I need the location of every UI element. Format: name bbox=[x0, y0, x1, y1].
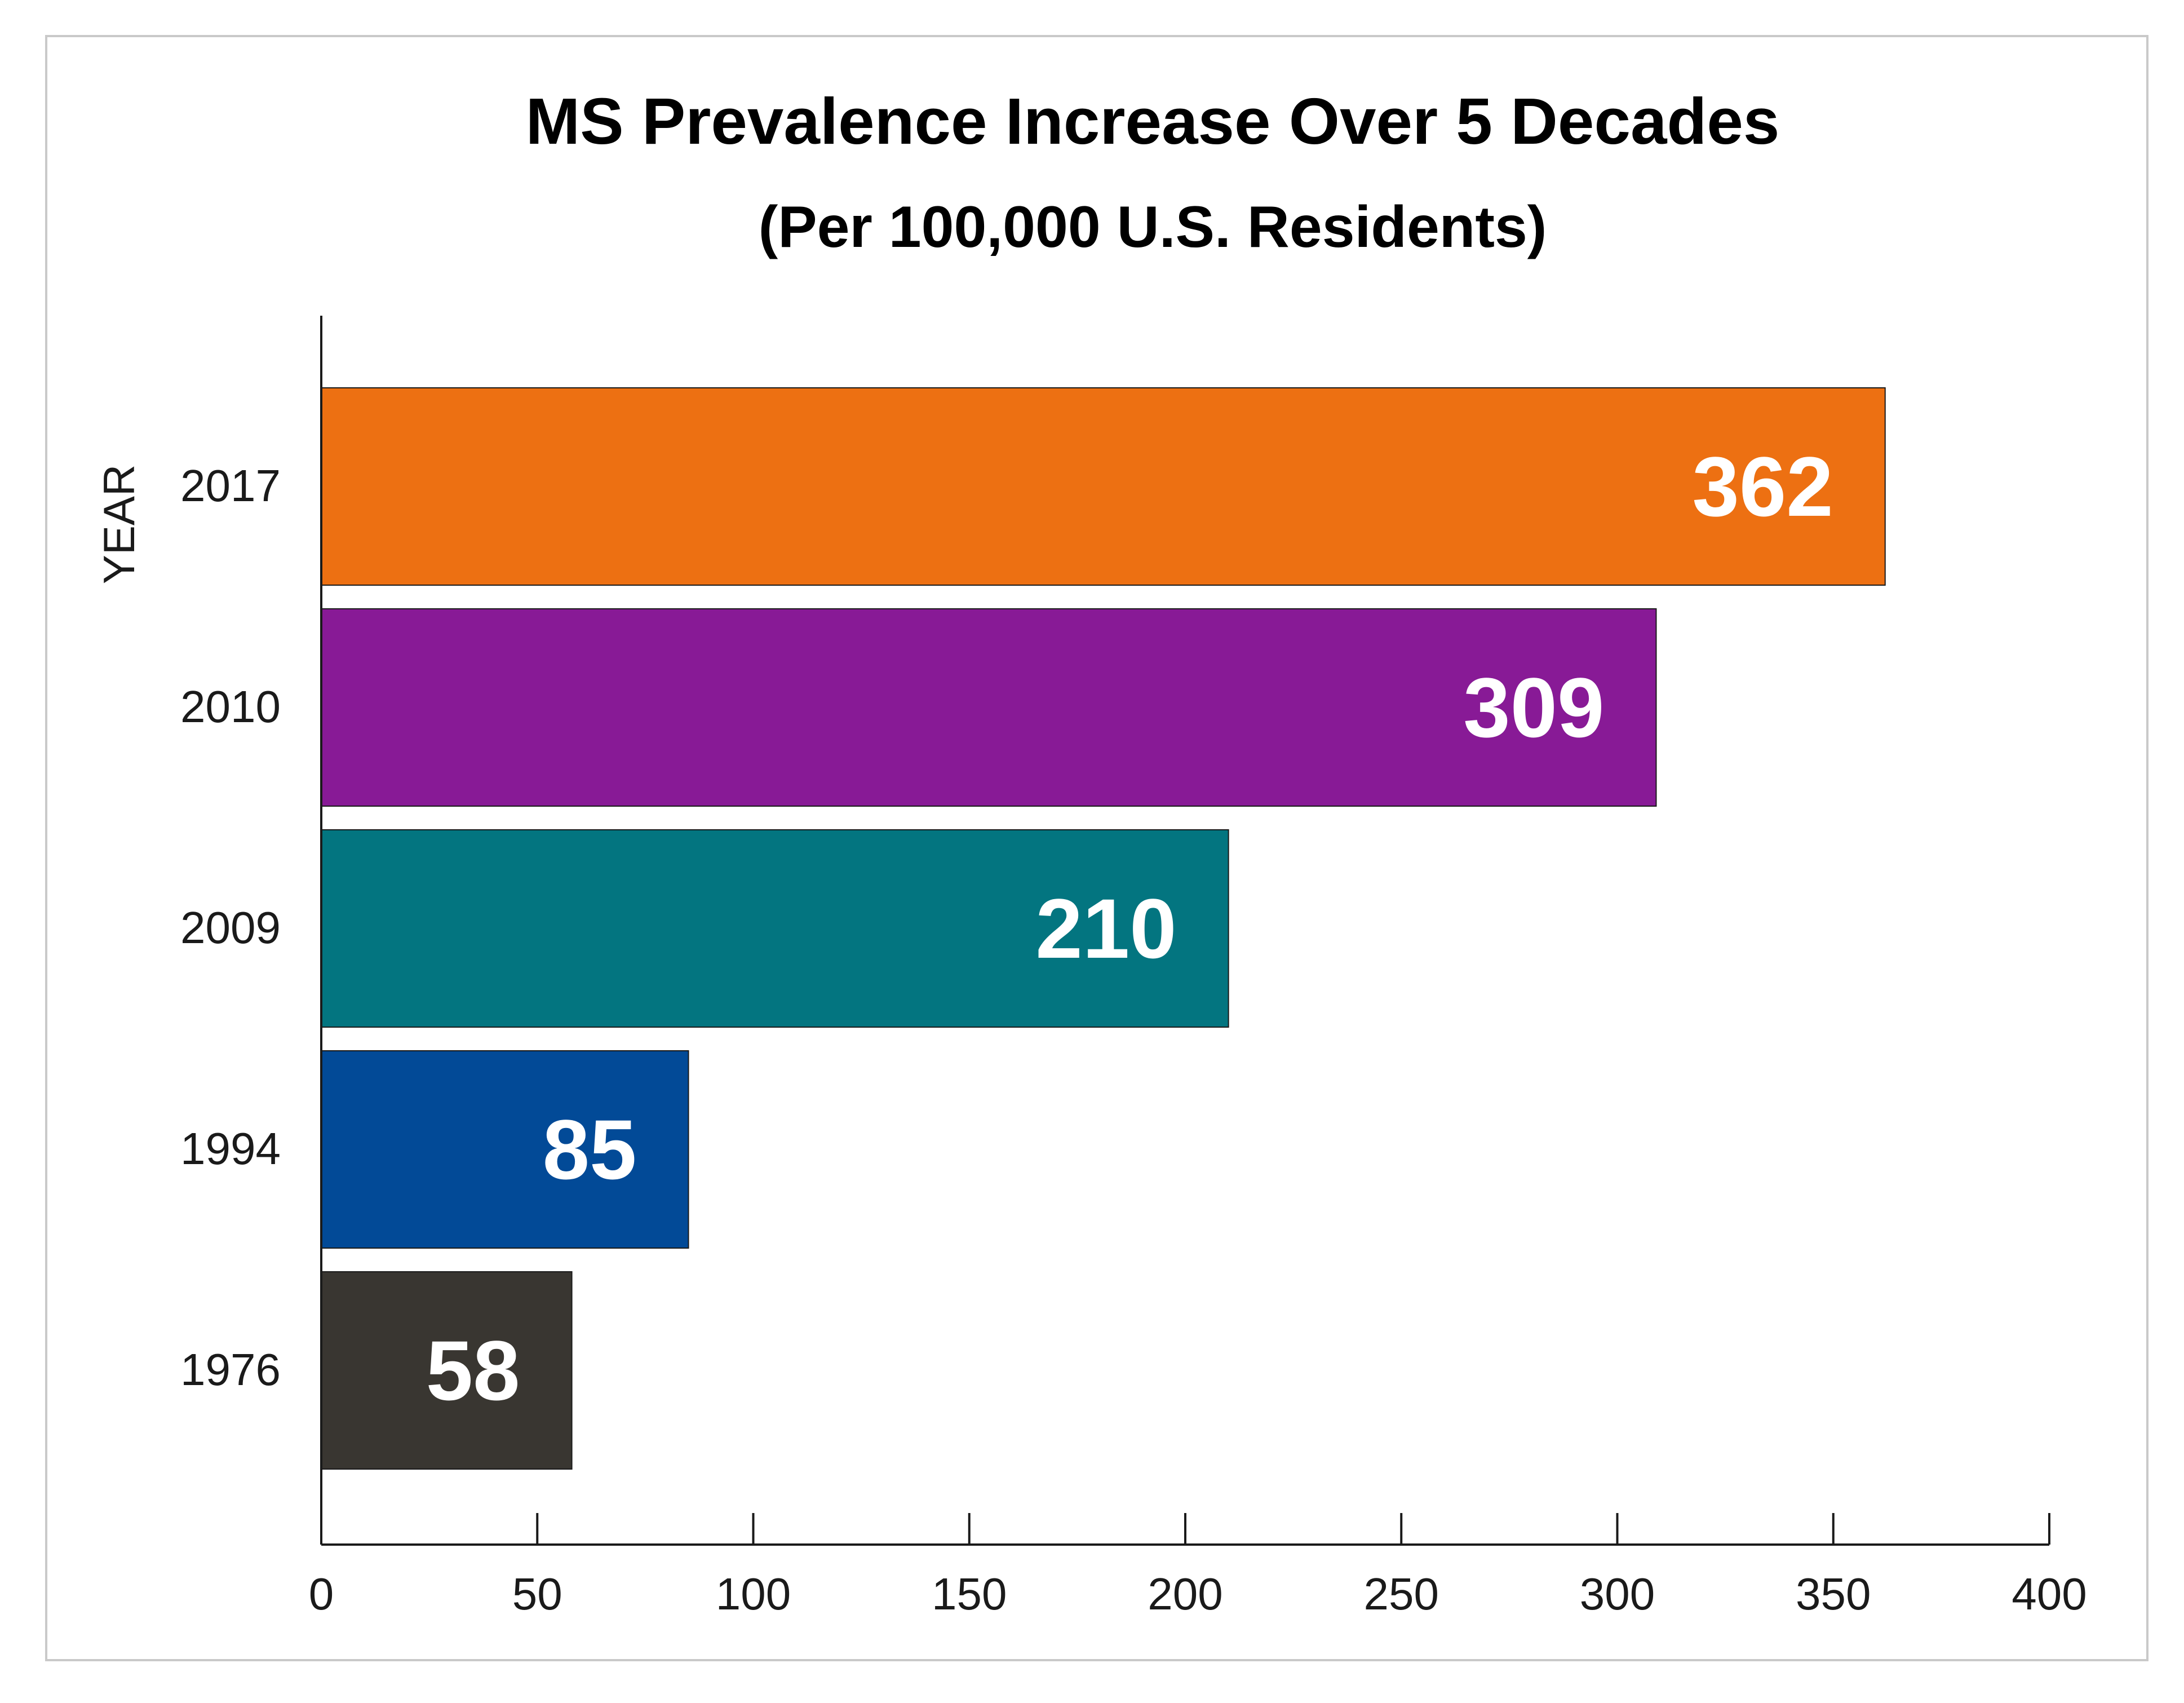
bar-1976 bbox=[321, 1271, 573, 1470]
bar-2010 bbox=[321, 608, 1657, 807]
y-axis-title: YEAR bbox=[94, 465, 144, 584]
x-tick-label: 200 bbox=[1148, 1569, 1222, 1619]
bar-value-label: 85 bbox=[543, 1102, 637, 1197]
bar-value-label: 210 bbox=[1035, 881, 1176, 976]
bar-value-label: 58 bbox=[426, 1323, 520, 1418]
bar-1994 bbox=[321, 1050, 689, 1249]
bar-value-label: 309 bbox=[1463, 660, 1604, 755]
y-tick-label: 1976 bbox=[180, 1344, 281, 1395]
chart-title: MS Prevalence Increase Over 5 Decades bbox=[526, 85, 1780, 158]
bar-2009 bbox=[321, 829, 1229, 1028]
y-tick-label: 2009 bbox=[180, 903, 281, 953]
bars: 362 309 210 85 58 bbox=[321, 387, 1886, 1470]
bar-2017 bbox=[321, 387, 1886, 586]
x-tick-label: 150 bbox=[932, 1569, 1007, 1619]
y-tick-label: 2017 bbox=[180, 461, 281, 511]
y-tick-label: 2010 bbox=[180, 682, 281, 732]
x-tick-label: 50 bbox=[512, 1569, 562, 1619]
chart-subtitle: (Per 100,000 U.S. Residents) bbox=[759, 194, 1547, 260]
y-tick-label: 1994 bbox=[180, 1123, 281, 1174]
x-tick-label: 350 bbox=[1796, 1569, 1871, 1619]
x-tick-label: 100 bbox=[716, 1569, 791, 1619]
axes: 2017 2010 2009 1994 1976 0 50 100 150 200 250 300 35… bbox=[180, 316, 2087, 1619]
x-tick-label: 400 bbox=[2012, 1569, 2086, 1619]
bar-value-label: 362 bbox=[1692, 439, 1833, 534]
x-tick-label: 300 bbox=[1580, 1569, 1655, 1619]
x-tick-label: 0 bbox=[309, 1569, 334, 1619]
x-tick-label: 250 bbox=[1364, 1569, 1439, 1619]
